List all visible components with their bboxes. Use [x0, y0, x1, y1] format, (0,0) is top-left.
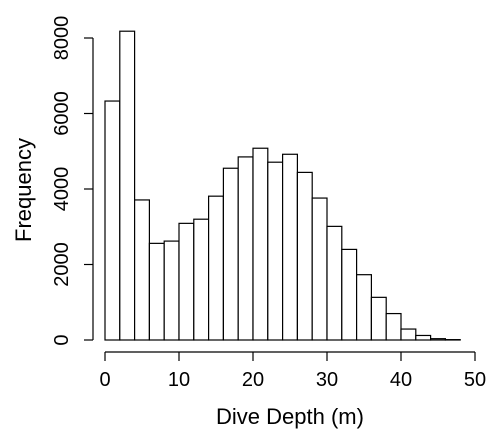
histogram-bar	[104, 100, 121, 341]
y-tick-label: 2000	[51, 242, 73, 287]
histogram-bar	[370, 296, 387, 341]
y-tick-label: 4000	[51, 167, 73, 212]
x-tick-label: 10	[168, 369, 190, 391]
histogram-bar	[267, 161, 284, 341]
histogram-bar	[311, 197, 328, 341]
histogram-bar	[134, 199, 151, 341]
histogram-bar	[119, 30, 136, 341]
x-tick-label: 50	[464, 369, 486, 391]
x-tick-label: 30	[316, 369, 338, 391]
x-tick-label: 0	[99, 369, 110, 391]
histogram-bar	[356, 274, 373, 341]
x-tick-label: 40	[390, 369, 412, 391]
histogram-bar	[178, 222, 195, 341]
histogram-bar	[430, 338, 447, 341]
histogram-bar	[415, 334, 432, 341]
y-tick-label: 8000	[51, 16, 73, 61]
y-tick-label: 0	[51, 334, 73, 345]
x-axis: 0 10 20 30 40 50	[99, 351, 486, 391]
histogram-bar	[222, 167, 239, 341]
histogram-bar	[341, 248, 358, 341]
y-axis-label: Frequency	[11, 138, 36, 242]
histogram-bar	[296, 171, 313, 341]
histogram-bar	[400, 328, 417, 341]
histogram-bar	[282, 153, 299, 341]
histogram-bar	[208, 195, 225, 341]
y-tick-label: 6000	[51, 91, 73, 136]
histogram-bar	[252, 147, 269, 341]
histogram-bar	[237, 156, 254, 341]
histogram-bar	[193, 218, 210, 341]
histogram-bars	[104, 30, 461, 341]
histogram-bar	[326, 225, 343, 341]
histogram-bar	[163, 240, 180, 341]
y-axis: 0 2000 4000 6000 8000	[51, 16, 94, 346]
x-tick-label: 20	[242, 369, 264, 391]
histogram-bar	[385, 312, 402, 341]
histogram-bar	[148, 242, 165, 341]
x-axis-label: Dive Depth (m)	[216, 404, 364, 429]
